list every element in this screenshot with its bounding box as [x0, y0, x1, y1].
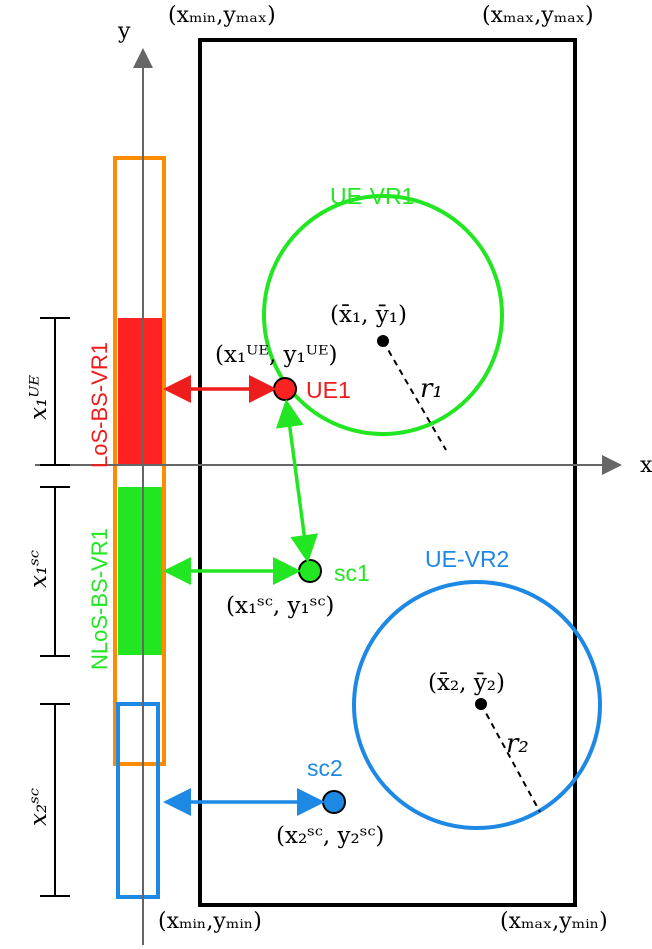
vr2-radius-label: r₂ — [506, 729, 529, 759]
los-strip-label: LoS-BS-VR1 — [87, 342, 112, 468]
ue-dimension-bracket — [40, 317, 70, 466]
vr1-radius-line — [382, 340, 447, 451]
los-segment — [118, 318, 162, 465]
vr2-radius-line — [480, 703, 541, 813]
sc2-coord: (x₂ˢᶜ, y₂ˢᶜ) — [276, 823, 384, 849]
sc2-dimension-label: x₂ˢᶜ — [26, 788, 52, 826]
vr2-center-label: (x̄₂, ȳ₂) — [428, 670, 505, 696]
ue-vr2-circle — [352, 580, 602, 830]
ue-vr1-circle — [262, 194, 504, 436]
sc2-label: sc2 — [307, 755, 343, 781]
corner-top-right: (xₘₐₓ,yₘₐₓ) — [482, 3, 594, 28]
nlos-strip-label: NLoS-BS-VR1 — [87, 528, 112, 670]
corner-bottom-right: (xₘₐₓ,yₘᵢₙ) — [500, 909, 608, 934]
ue1-label: UE1 — [306, 377, 351, 403]
area-boundary — [198, 38, 577, 907]
sc1-point — [298, 559, 322, 583]
ue-vr2-label: UE-VR2 — [425, 546, 509, 572]
vr1-center-label: (x̄₁, ȳ₁) — [330, 302, 407, 328]
sc2-point — [322, 790, 346, 814]
ue1-point — [273, 377, 297, 401]
x-axis-label: x — [640, 453, 652, 478]
ue-vr1-label: UE-VR1 — [330, 183, 414, 209]
bs-vr1-strip-outline — [113, 156, 166, 766]
sc2-strip-outline — [116, 702, 160, 899]
sc1-dimension-bracket — [40, 486, 70, 657]
sc1-label: sc1 — [334, 560, 370, 586]
ue1-sc1-link-arrow — [275, 399, 319, 563]
ue1-coord: (x₁ᵁᴱ, y₁ᵁᴱ) — [215, 342, 338, 368]
y-axis-label: y — [117, 19, 131, 44]
sc1-coord: (x₁ˢᶜ, y₁ˢᶜ) — [226, 593, 334, 619]
ue-dimension-label: x₁ᵁᴱ — [26, 375, 52, 420]
vr1-radius-label: r₁ — [420, 374, 443, 404]
corner-top-left: (xₘᵢₙ,yₘₐₓ) — [168, 3, 276, 28]
sc2-dimension-bracket — [40, 703, 70, 897]
sc1-dimension-label: x₁ˢᶜ — [26, 550, 52, 588]
corner-bottom-left: (xₘᵢₙ,yₘᵢₙ) — [158, 909, 262, 934]
nlos-segment — [118, 487, 162, 655]
